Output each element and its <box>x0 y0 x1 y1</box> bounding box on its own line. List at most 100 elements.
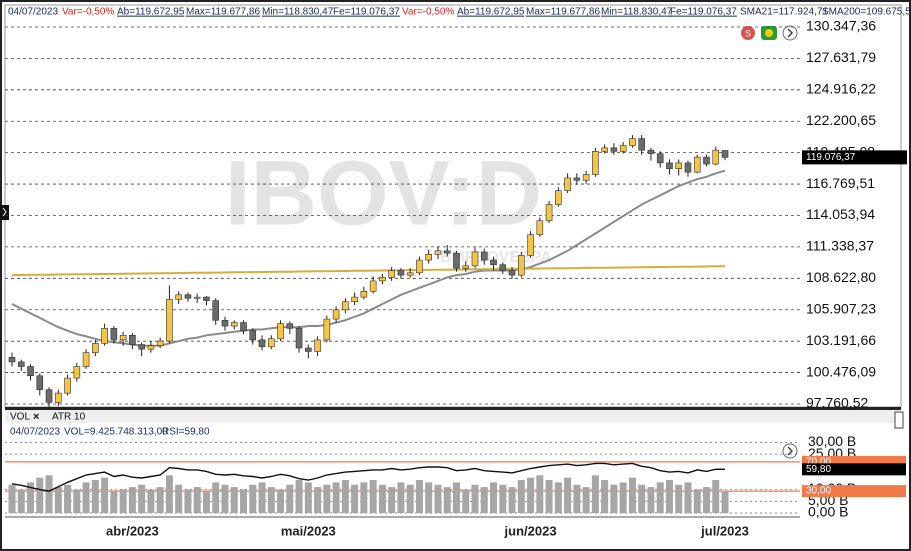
volume-bar <box>721 490 729 513</box>
volume-bar <box>184 489 192 513</box>
candle-body <box>351 296 358 303</box>
candle-body <box>601 147 608 152</box>
candle-body <box>638 138 645 151</box>
y-tick-label: 105.907,23 <box>806 300 876 316</box>
y-tick-label: 122.200,65 <box>806 112 876 128</box>
icon-s[interactable] <box>741 26 755 40</box>
y-tick-label: 30,00 B <box>808 433 856 449</box>
candle-body <box>462 265 470 269</box>
candle-body <box>555 190 562 205</box>
volume-bar <box>138 484 146 513</box>
header-item: Ab=119.672,95 <box>457 7 525 18</box>
volume-bar <box>388 487 396 513</box>
candle-body <box>64 377 71 394</box>
volume-bar <box>119 489 127 513</box>
candle-body <box>693 156 701 173</box>
candle-body <box>92 343 99 353</box>
candle-body <box>360 291 368 298</box>
scrollbar[interactable] <box>894 411 904 429</box>
volume-bar <box>360 482 368 513</box>
side-toggle[interactable] <box>0 205 9 220</box>
candle-body <box>592 151 599 175</box>
candle-body <box>517 255 525 276</box>
candle-body <box>379 277 386 282</box>
tab-vol[interactable]: VOL <box>10 412 30 423</box>
volume-bar <box>619 482 627 513</box>
watermark: IBOV:D <box>225 142 542 244</box>
volume-bar <box>397 482 405 513</box>
volume-bar <box>212 482 220 513</box>
candle-body <box>434 250 442 255</box>
x-tick-label: jun/2023 <box>504 523 557 538</box>
volume-bar <box>64 484 72 513</box>
candle-body <box>656 153 664 164</box>
volume-bar <box>27 482 35 513</box>
candle-body <box>536 220 544 235</box>
volume-bar <box>536 475 544 513</box>
header-item: 04/07/2023 <box>8 7 58 18</box>
candle-body <box>471 251 479 267</box>
header-item: Max=119.677,86 <box>186 7 260 18</box>
candle-body <box>527 234 534 256</box>
rsi-current-label: 59,80 <box>806 464 831 475</box>
candle-body <box>342 301 349 311</box>
volume-bar <box>267 487 275 513</box>
moving-average <box>11 265 726 277</box>
volume-bar <box>656 482 664 513</box>
volume-bar <box>202 491 210 513</box>
icon-next-vol[interactable] <box>782 443 798 459</box>
candle-body <box>212 300 220 321</box>
candle-body <box>119 334 127 341</box>
candle-body <box>286 323 294 329</box>
candle-body <box>545 204 553 222</box>
volume-bar <box>610 484 618 513</box>
tab-bar <box>5 410 901 423</box>
volume-bar <box>45 475 53 513</box>
rsi-value: RSI=59,80 <box>162 427 210 438</box>
volume-bar <box>378 484 386 513</box>
candle-body <box>490 259 497 266</box>
candle-body <box>314 339 321 352</box>
last-price-label: 119.076,37 <box>806 152 856 163</box>
y-tick-label: 111.338,37 <box>806 238 874 254</box>
volume-bar <box>314 487 322 513</box>
volume-bar <box>91 480 99 513</box>
volume-bar <box>517 480 525 513</box>
header-item: Min=118.830,47 <box>262 7 334 18</box>
candle-body <box>73 366 81 379</box>
header-item: SMA21=117.924,71 <box>740 7 828 18</box>
candle-body <box>82 352 90 367</box>
volume-bar <box>425 482 433 513</box>
header-item: Max=119.677,86 <box>526 7 600 18</box>
candle-body <box>425 253 433 261</box>
icon-next[interactable] <box>782 25 798 41</box>
candle-body <box>397 270 405 276</box>
rsi-current-box <box>802 463 906 476</box>
candle-body <box>573 177 581 181</box>
volume-bar <box>527 477 535 513</box>
candle-body <box>54 392 62 403</box>
candle-body <box>267 338 275 348</box>
tab-close[interactable]: × <box>33 411 39 423</box>
tab-atr[interactable]: ATR 10 <box>52 412 86 423</box>
last-price-box <box>802 150 907 165</box>
candle-body <box>388 270 395 278</box>
candle-body <box>453 252 460 269</box>
candle-body <box>249 330 257 341</box>
candle-body <box>258 339 266 348</box>
volume-bar <box>341 480 349 513</box>
icon-flag-center <box>765 29 773 37</box>
vol-value: VOL=9.425.748.313,00 <box>64 427 168 438</box>
candle-body <box>27 366 34 377</box>
volume-bar <box>443 487 451 513</box>
volume-bar <box>156 487 164 513</box>
candle-body <box>332 309 340 320</box>
rsi-line <box>11 462 726 492</box>
candle-body <box>240 322 247 331</box>
volume-bar <box>554 482 562 513</box>
header-item: Fe=119.076,37 <box>670 7 737 18</box>
icon-next-vol-arrow <box>787 446 794 456</box>
volume-bar <box>249 484 257 513</box>
y-tick-label: 97.760,52 <box>806 395 868 411</box>
header-item: Var=-0,50% <box>402 7 454 18</box>
